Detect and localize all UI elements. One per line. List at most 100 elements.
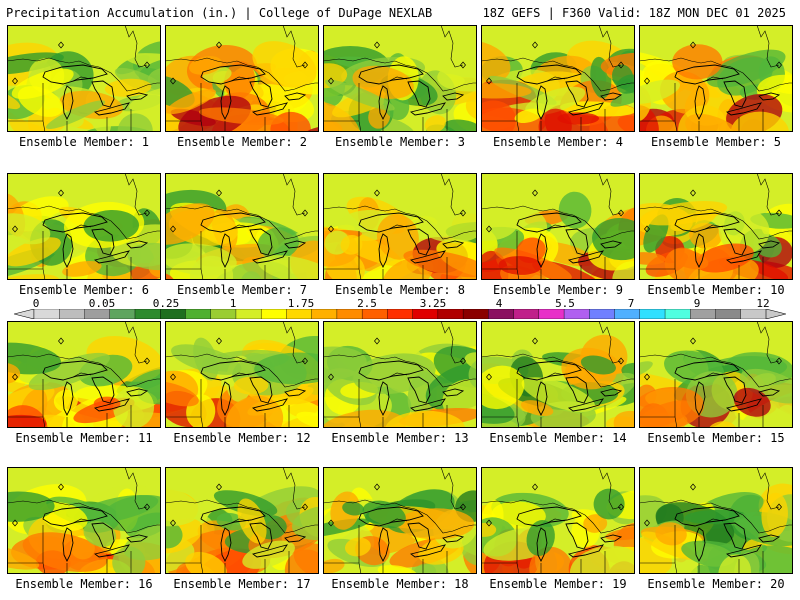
great-lake-outline <box>62 381 74 417</box>
colorbar-swatch <box>160 309 186 319</box>
map-panel-member-12 <box>165 321 319 428</box>
great-lake-outline <box>249 522 273 550</box>
great-lake-outline <box>567 250 605 264</box>
precipitation-map <box>323 173 477 280</box>
colorbar-swatch <box>538 309 565 319</box>
great-lake-outline <box>442 534 465 543</box>
map-panel-member-4 <box>481 25 635 132</box>
political-boundary <box>546 518 566 524</box>
political-boundary <box>546 372 566 378</box>
precipitation-color-scale <box>14 309 786 319</box>
great-lake-outline <box>536 527 548 563</box>
station-marker-icon <box>328 77 334 85</box>
colorbar-swatch <box>109 309 136 319</box>
political-boundary <box>124 25 148 68</box>
member-label: Ensemble Member: 15 <box>647 431 785 445</box>
great-lake-outline <box>409 544 447 558</box>
station-marker-icon <box>644 519 650 527</box>
map-panel-member-3 <box>323 25 477 132</box>
political-boundary <box>481 57 635 92</box>
station-marker-icon <box>690 41 696 49</box>
colorbar-swatch <box>715 309 742 319</box>
great-lake-outline <box>62 527 74 563</box>
precipitation-map <box>7 25 161 132</box>
colorbar-swatch <box>185 309 212 319</box>
map-panel-member-20 <box>639 467 793 574</box>
political-boundary <box>756 173 780 216</box>
map-panel-member-8 <box>323 173 477 280</box>
political-boundary <box>323 499 477 534</box>
great-lake-outline <box>42 64 108 85</box>
great-lake-outline <box>407 376 431 404</box>
colorbar-tick-label: 2.5 <box>357 297 377 310</box>
political-boundary <box>639 353 793 388</box>
great-lake-outline <box>358 212 424 233</box>
map-panel-member-5 <box>639 25 793 132</box>
great-lake-outline <box>126 92 149 101</box>
political-boundary <box>124 467 148 510</box>
precipitation-map <box>481 173 635 280</box>
precipitation-map <box>7 173 161 280</box>
great-lake-outline <box>442 388 465 397</box>
colorbar-tick-label: 0.05 <box>88 297 116 310</box>
great-lake-outline <box>93 398 131 412</box>
station-marker-icon <box>644 373 650 381</box>
station-marker-icon <box>644 77 650 85</box>
station-marker-icon <box>12 77 18 85</box>
political-boundary <box>282 321 306 364</box>
political-boundary <box>72 518 92 524</box>
great-lake-outline <box>565 522 589 550</box>
great-lake-outline <box>409 102 447 116</box>
great-lake-outline <box>674 360 740 381</box>
precipitation-map <box>639 467 793 574</box>
political-boundary <box>704 518 724 524</box>
political-boundary <box>481 499 635 534</box>
colorbar-tick-label: 3.25 <box>419 297 447 310</box>
great-lake-outline <box>723 376 747 404</box>
great-lake-outline <box>565 80 589 108</box>
political-boundary <box>481 205 635 240</box>
colorbar-swatch <box>235 309 262 319</box>
political-boundary <box>546 224 566 230</box>
map-panel-member-10 <box>639 173 793 280</box>
map-panel-member-6 <box>7 173 161 280</box>
station-marker-icon <box>776 503 782 511</box>
political-boundary <box>704 224 724 230</box>
colorbar-swatch <box>361 309 388 319</box>
political-boundary <box>440 467 464 510</box>
great-lake-outline <box>200 506 266 527</box>
great-lake-outline <box>91 80 115 108</box>
political-boundary <box>546 76 566 82</box>
great-lake-outline <box>126 534 149 543</box>
political-boundary <box>323 353 477 388</box>
station-marker-icon <box>690 189 696 197</box>
station-marker-icon <box>216 483 222 491</box>
great-lake-outline <box>249 80 273 108</box>
station-marker-icon <box>776 357 782 365</box>
great-lake-outline <box>378 381 390 417</box>
station-marker-icon <box>144 357 150 365</box>
station-marker-icon <box>618 209 624 217</box>
station-marker-icon <box>532 189 538 197</box>
great-lake-outline <box>126 388 149 397</box>
political-boundary <box>756 467 780 510</box>
member-label: Ensemble Member: 10 <box>647 283 785 297</box>
map-panel-member-2 <box>165 25 319 132</box>
great-lake-outline <box>516 212 582 233</box>
station-marker-icon <box>170 225 176 233</box>
great-lake-outline <box>200 64 266 85</box>
political-boundary <box>756 321 780 364</box>
great-lake-outline <box>378 85 390 121</box>
political-boundary <box>230 76 250 82</box>
great-lake-outline <box>200 212 266 233</box>
great-lake-outline <box>674 506 740 527</box>
model-run-valid-time: 18Z GEFS | F360 Valid: 18Z MON DEC 01 20… <box>482 6 786 20</box>
great-lake-outline <box>536 85 548 121</box>
great-lake-outline <box>694 381 706 417</box>
station-marker-icon <box>58 41 64 49</box>
great-lake-outline <box>409 398 447 412</box>
great-lake-outline <box>284 92 307 101</box>
great-lake-outline <box>442 240 465 249</box>
great-lake-outline <box>600 534 623 543</box>
precipitation-map <box>165 321 319 428</box>
